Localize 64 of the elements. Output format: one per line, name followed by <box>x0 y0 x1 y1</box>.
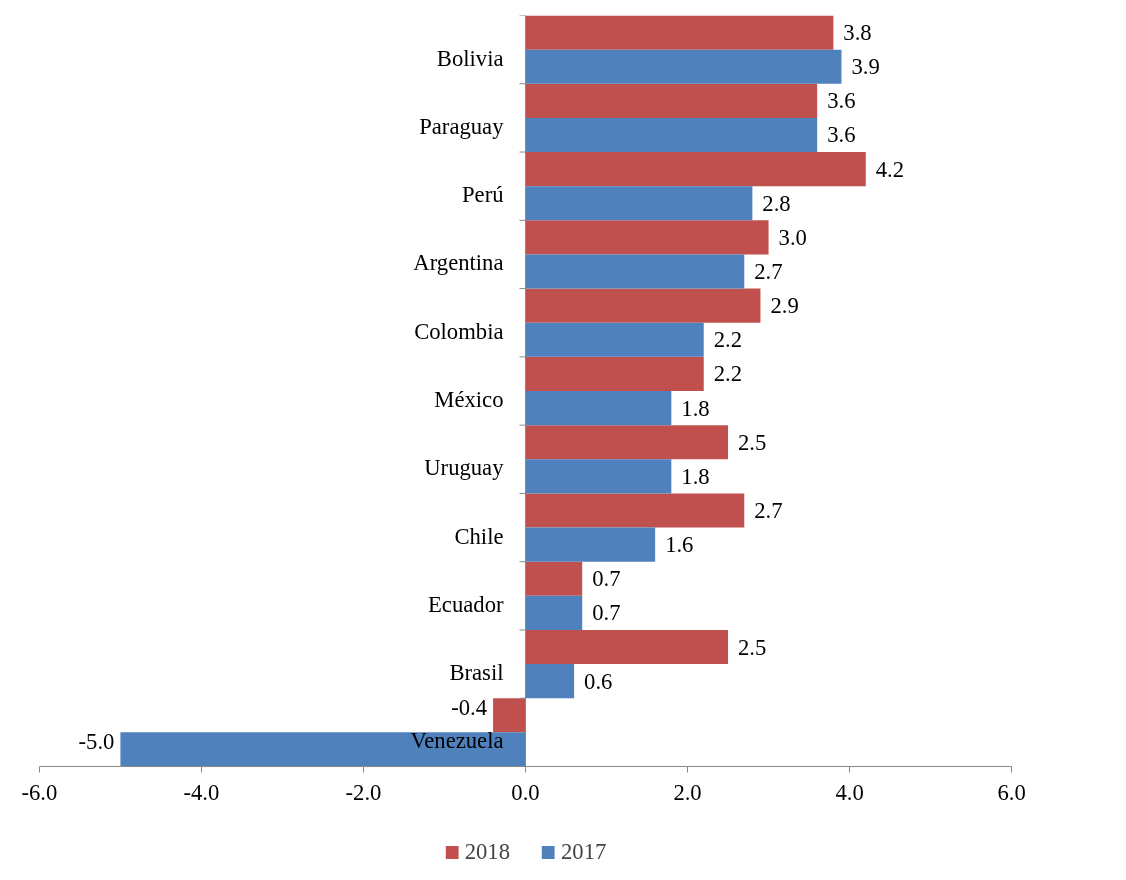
legend-label: 2017 <box>561 839 607 865</box>
bar <box>120 732 526 767</box>
bar <box>525 117 818 153</box>
data-label: 3.9 <box>851 54 880 80</box>
data-label: 2.2 <box>713 361 743 387</box>
bar <box>525 629 729 665</box>
bar <box>525 288 761 323</box>
bar <box>525 391 672 426</box>
bar <box>525 322 704 357</box>
data-label: 2.2 <box>713 327 743 353</box>
y-tick-label: Ecuador <box>428 591 504 617</box>
data-label: 0.7 <box>592 566 621 592</box>
legend-label: 2018 <box>464 839 510 865</box>
data-label: 1.8 <box>681 463 710 489</box>
bar <box>525 527 656 562</box>
bar <box>525 561 583 596</box>
data-label: 2.5 <box>738 634 767 660</box>
y-tick-label: Perú <box>461 182 504 208</box>
y-tick-label: México <box>434 387 504 412</box>
x-tick-label: -4.0 <box>183 779 220 805</box>
y-tick-label: Brasil <box>449 660 504 686</box>
bar <box>525 459 672 494</box>
x-tick-label: 4.0 <box>835 779 864 805</box>
bar <box>525 493 745 528</box>
bar <box>525 15 834 50</box>
data-label: 4.2 <box>875 156 905 182</box>
data-label: 3.0 <box>778 224 807 250</box>
data-label: -0.4 <box>451 695 488 721</box>
y-tick-label: Chile <box>454 523 504 549</box>
y-tick-label: Uruguay <box>424 455 505 481</box>
x-tick-label: 0.0 <box>511 779 540 805</box>
data-label: 3.6 <box>827 88 856 114</box>
x-tick-label: -2.0 <box>345 779 382 805</box>
x-tick-label: 6.0 <box>997 779 1026 805</box>
data-label: 3.6 <box>827 122 856 148</box>
data-label: 0.7 <box>592 600 621 626</box>
bar <box>525 356 704 391</box>
bar <box>525 186 753 221</box>
y-tick-label: Argentina <box>413 250 504 276</box>
bar <box>525 254 745 289</box>
data-label: 1.8 <box>681 395 710 421</box>
y-tick-label: Colombia <box>414 318 504 344</box>
bar <box>525 49 842 84</box>
bar <box>525 425 729 460</box>
x-tick-label: 2.0 <box>673 779 702 805</box>
bar <box>525 595 583 630</box>
bar <box>525 152 866 187</box>
data-label: 2.7 <box>754 259 783 285</box>
y-tick-label: Paraguay <box>419 113 505 139</box>
bar <box>525 664 575 699</box>
data-label: 2.9 <box>770 293 799 319</box>
data-label: 2.7 <box>754 497 783 523</box>
data-label: 1.6 <box>665 532 694 558</box>
data-label: -5.0 <box>78 729 115 755</box>
data-label: 2.5 <box>738 429 767 455</box>
data-label: 3.8 <box>843 20 872 46</box>
bar <box>493 698 526 733</box>
data-label: 2.8 <box>762 190 791 216</box>
data-label: 0.6 <box>584 668 613 694</box>
bar <box>525 220 769 255</box>
y-tick-label: Venezuela <box>410 728 504 754</box>
y-tick-label: Bolivia <box>436 45 504 71</box>
bar <box>525 83 818 118</box>
x-tick-label: -6.0 <box>21 779 58 805</box>
